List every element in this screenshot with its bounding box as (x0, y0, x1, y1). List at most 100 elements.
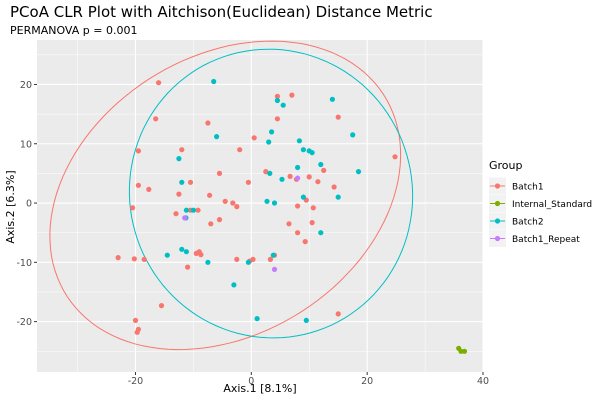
x-tick-label: 20 (361, 376, 373, 387)
legend-key-point (494, 235, 501, 242)
point-internal-standard (461, 348, 468, 354)
point-batch1 (392, 154, 398, 160)
point-batch1 (179, 147, 185, 153)
point-batch2 (205, 259, 211, 265)
point-batch1 (187, 179, 194, 185)
point-batch1 (234, 256, 240, 262)
point-batch1 (135, 148, 141, 154)
point-batch2 (350, 132, 356, 138)
point-batch2 (329, 96, 335, 102)
legend-label-batch1-repeat: Batch1_Repeat (512, 235, 580, 245)
point-batch1 (263, 169, 269, 175)
point-batch1 (234, 204, 240, 210)
point-batch1 (251, 135, 257, 141)
chart-title: PCoA CLR Plot with Aitchison(Euclidean) … (10, 3, 433, 21)
point-batch2 (214, 134, 220, 140)
point-batch1 (335, 311, 341, 317)
point-batch2 (274, 97, 280, 104)
point-batch1-repeat (295, 175, 301, 181)
point-batch2 (211, 78, 217, 85)
legend-title: Group (489, 159, 523, 172)
point-batch1 (158, 303, 165, 309)
point-batch1 (309, 220, 315, 226)
point-batch1 (216, 170, 223, 176)
x-tick-label: -20 (128, 376, 144, 387)
x-axis-ticks: -20 0 20 40 (128, 372, 489, 387)
x-tick-label: 40 (477, 376, 489, 387)
point-batch1 (287, 173, 293, 179)
point-batch1 (230, 200, 236, 206)
point-batch1 (130, 205, 136, 211)
point-batch2 (179, 179, 185, 185)
legend-label-batch2: Batch2 (512, 217, 544, 227)
point-batch1 (153, 116, 159, 122)
legend-key-point (494, 200, 501, 207)
point-batch1 (146, 186, 152, 192)
point-batch2 (183, 207, 189, 213)
legend-label-internal-standard: Internal_Standard (512, 200, 592, 210)
chart-subtitle: PERMANOVA p = 0.001 (10, 24, 137, 37)
point-batch1 (208, 221, 214, 227)
point-batch1 (115, 255, 121, 261)
point-batch2 (269, 129, 275, 135)
grid-lines (37, 40, 484, 372)
x-tick-label: 0 (248, 376, 254, 387)
point-batch2 (318, 230, 324, 236)
point-batch2 (179, 246, 185, 252)
point-batch2 (164, 252, 170, 258)
y-axis-label: Axis.2 [6.3%] (4, 170, 17, 243)
y-tick-label: 0 (26, 199, 32, 210)
point-batch1 (274, 93, 280, 99)
point-batch2 (335, 194, 341, 200)
point-batch1 (207, 192, 213, 198)
point-batch1 (176, 191, 182, 197)
point-batch2 (295, 164, 301, 171)
point-batch2 (280, 102, 286, 108)
y-tick-label: 10 (20, 139, 32, 150)
legend-key-point (494, 183, 501, 189)
point-batch1 (131, 256, 137, 262)
data-points (115, 78, 468, 354)
point-batch2 (245, 259, 251, 265)
point-batch2 (296, 138, 302, 144)
point-batch2 (300, 147, 306, 153)
point-batch2 (303, 317, 309, 323)
ellipse-batch1 (49, 40, 402, 351)
point-batch1 (237, 147, 243, 153)
y-tick-label: -20 (16, 317, 32, 328)
point-batch1 (216, 217, 223, 223)
point-batch1 (289, 92, 295, 98)
point-batch2 (183, 249, 189, 255)
point-batch1 (302, 239, 308, 245)
point-batch1 (198, 252, 204, 258)
point-batch1-repeat (182, 215, 188, 221)
point-batch2 (300, 194, 306, 200)
x-axis-label: Axis.1 [8.1%] (223, 382, 296, 395)
point-batch1 (335, 114, 341, 120)
point-batch1 (156, 80, 162, 86)
point-batch2 (318, 161, 324, 168)
point-batch1 (135, 182, 141, 188)
point-batch2 (270, 252, 276, 258)
point-batch1-repeat (271, 266, 278, 272)
point-batch2 (355, 169, 362, 175)
point-batch2 (190, 207, 196, 213)
point-batch2 (309, 150, 315, 156)
point-batch1 (205, 120, 211, 126)
point-batch1 (267, 256, 273, 262)
point-batch2 (264, 198, 270, 204)
point-batch2 (271, 200, 278, 206)
point-batch2 (231, 282, 237, 288)
point-batch2 (279, 176, 285, 182)
point-batch1 (331, 184, 337, 190)
point-batch2 (176, 156, 182, 162)
point-batch1 (185, 264, 191, 270)
legend-label-batch1: Batch1 (512, 182, 544, 192)
y-axis-ticks: -20 -10 0 10 20 (16, 80, 37, 328)
point-batch2 (267, 170, 273, 176)
point-batch1 (195, 207, 201, 213)
point-batch1 (141, 256, 147, 262)
point-batch1 (173, 211, 179, 217)
confidence-ellipses (49, 40, 414, 351)
